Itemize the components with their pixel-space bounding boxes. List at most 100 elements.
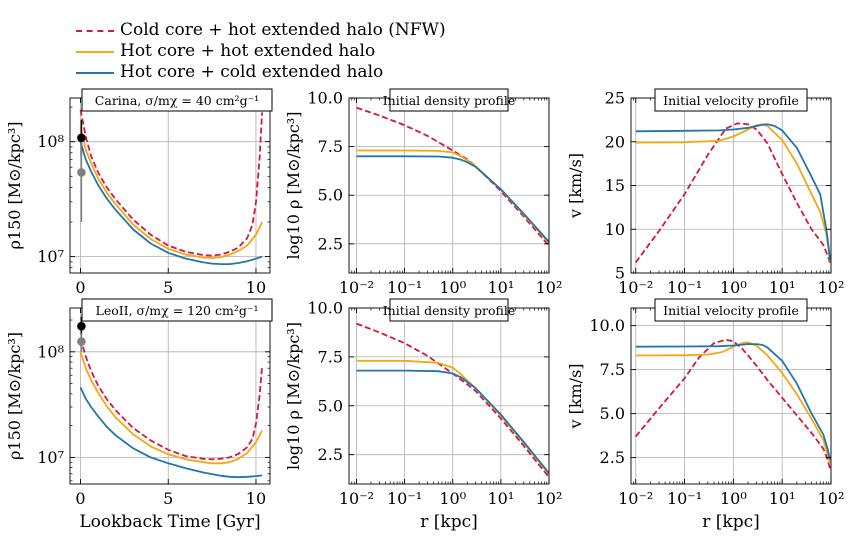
legend-item-cold-nfw: Cold core + hot extended halo (NFW) [76,20,446,41]
series-line-hot_cold [635,123,831,260]
y-tick-label: 20 [605,132,625,151]
y-tick-label: 10.0 [589,316,625,335]
observation-point [77,337,86,346]
x-tick-label: 10⁻¹ [387,489,422,508]
y-tick-label: 10⁷ [37,448,64,467]
y-axis-label: log10 ρ [M⊙/kpc³] [284,112,303,260]
y-tick-label: 7.5 [318,137,343,156]
x-tick-label: 10 [246,278,266,297]
x-tick-label: 10² [818,489,845,508]
x-tick-label: 10⁻¹ [667,278,702,297]
panel-title: LeoII, σ/mχ = 120 cm²g⁻¹ [96,303,259,318]
x-tick-label: 10⁰ [720,489,747,508]
legend-label: Hot core + cold extended halo [120,62,384,82]
y-tick-label: 10.0 [307,89,343,108]
y-tick-label: 10⁸ [37,132,64,151]
series-line-hot_cold [356,155,549,243]
y-axis-label: v [km/s] [566,153,585,219]
axes-frame [69,97,271,274]
series-line-hot_cold [79,141,263,265]
x-tick-label: 5 [163,489,173,508]
x-axis-label: r [kpc] [420,512,478,532]
panel-title: Initial density profile [383,93,516,108]
x-tick-label: 10⁻² [339,278,374,297]
x-tick-label: 0 [75,278,85,297]
panel-carina_rho150: 0 5 10 10⁷ 10⁸ ρ150 [M⊙/kpc³] Carina, σ/mχ = 4… [5,88,273,297]
axes-frame [348,307,550,485]
legend-item-hot-hot: Hot core + hot extended halo [76,41,446,62]
series-line-hot_hot [79,126,263,259]
x-tick-label: 10¹ [487,489,514,508]
panel-title: Initial velocity profile [663,303,799,318]
y-tick-label: 5.0 [318,396,343,415]
y-tick-label: 5 [615,264,625,283]
panel-leoii_density: 10⁻² 10⁻¹ 10⁰ 10¹ 10² 2.5 5.0 7.5 10.0 r [kpc] log… [284,298,563,532]
series-line-cold_nfw [79,109,263,257]
y-tick-label: 7.5 [600,360,625,379]
panel-title: Initial density profile [383,303,516,318]
y-tick-label: 10⁷ [37,247,64,266]
y-tick-label: 25 [605,89,625,108]
x-axis-label: r [kpc] [702,512,760,532]
series-line-cold_nfw [634,122,831,264]
x-tick-label: 10⁰ [439,489,466,508]
x-tick-label: 10⁻¹ [387,278,422,297]
panel-title-box [81,298,273,322]
legend: Cold core + hot extended halo (NFW) Hot … [76,20,446,83]
legend-swatch-cold-nfw [76,29,114,32]
x-tick-label: 10⁰ [439,278,466,297]
x-tick-label: 10¹ [769,278,796,297]
y-tick-label: 5.0 [318,186,343,205]
panel-title-box [389,88,509,112]
series-line-hot_cold [635,343,831,460]
x-tick-label: 10² [536,489,563,508]
observation-point [77,133,86,143]
x-tick-label: 10 [246,489,266,508]
panel-title-box [81,88,273,112]
panel-title-box [654,298,808,322]
x-axis-label: Lookback Time [Gyr] [79,512,260,532]
y-tick-label: 7.5 [318,347,343,366]
series-line-hot_hot [79,351,263,465]
panel-carina_velocity: 10⁻² 10⁻¹ 10⁰ 10¹ 10² 5 10 15 20 25 v [km/s] Initia… [566,88,845,297]
x-tick-label: 5 [163,278,173,297]
y-tick-label: 10.0 [307,299,343,318]
legend-swatch-hot-hot [76,50,114,53]
series-line-cold_nfw [356,322,549,478]
series-group [79,109,263,265]
y-tick-label: 10⁸ [37,342,64,361]
x-tick-label: 10⁻² [618,489,653,508]
series-group [634,122,831,264]
series-group [635,338,831,469]
y-axis-label: v [km/s] [566,363,585,429]
series-group [79,337,263,479]
x-tick-label: 10⁻¹ [667,489,702,508]
series-line-hot_hot [635,341,831,464]
legend-item-hot-cold: Hot core + cold extended halo [76,62,446,83]
y-tick-label: 2.5 [318,445,343,464]
x-tick-label: 10² [818,278,845,297]
x-tick-label: 10¹ [487,278,514,297]
x-tick-label: 10⁻² [339,489,374,508]
series-line-cold_nfw [356,106,549,247]
series-line-hot_cold [356,369,549,474]
panel-title: Initial velocity profile [663,93,799,108]
y-tick-label: 5.0 [600,404,625,423]
panel-leoii_velocity: 10⁻² 10⁻¹ 10⁰ 10¹ 10² 2.5 5.0 7.5 10.0 r [kpc] v [… [566,298,845,532]
series-group [356,322,549,478]
y-tick-label: 2.5 [318,234,343,253]
x-tick-label: 10⁰ [720,278,747,297]
legend-swatch-hot-cold [76,71,114,74]
series-line-cold_nfw [79,337,263,461]
y-axis-label: ρ150 [M⊙/kpc³] [5,121,24,249]
x-tick-label: 10⁻² [618,278,653,297]
y-tick-label: 10 [605,220,625,239]
series-line-hot_cold [79,387,263,479]
panel-title: Carina, σ/mχ = 40 cm²g⁻¹ [95,93,259,108]
x-tick-label: 0 [75,489,85,508]
series-group [356,106,549,247]
y-axis-label: log10 ρ [M⊙/kpc³] [284,322,303,470]
observation-point [77,168,86,177]
